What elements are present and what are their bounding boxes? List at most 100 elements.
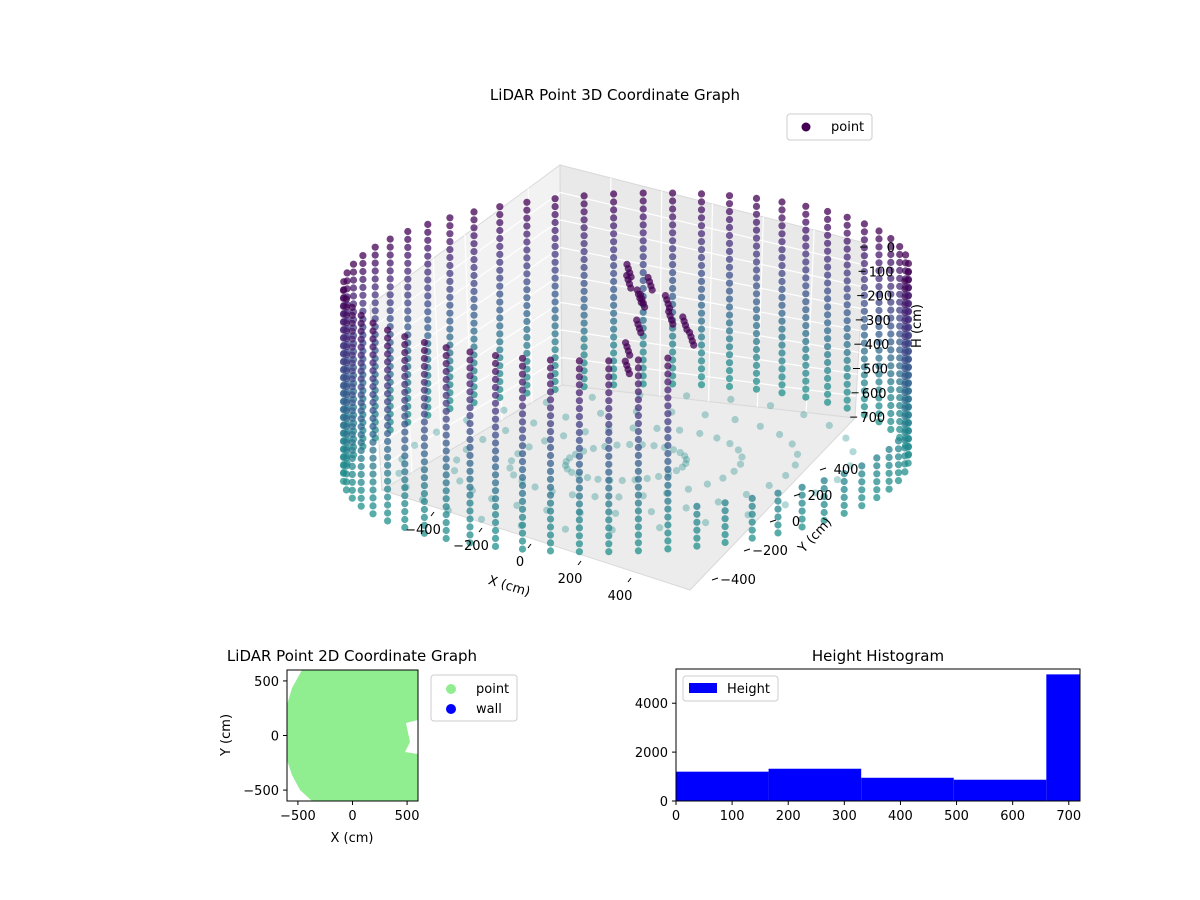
chart3d-point [342, 311, 350, 319]
chart3d-point [420, 529, 428, 537]
chart3d-point [664, 354, 672, 362]
hist-legend-label: Height [727, 682, 770, 697]
chart3d-point [697, 341, 706, 349]
chart3d-point [349, 292, 358, 300]
chart3d-point [491, 487, 500, 495]
chart3d-point [470, 303, 478, 311]
chart3d-point [446, 269, 454, 277]
chart3d-point [470, 208, 478, 216]
chart3d-point [357, 454, 365, 463]
chart3d-point [348, 351, 356, 359]
chart3d-point [466, 435, 474, 444]
chart3d-point [778, 349, 786, 357]
chart3d-point [887, 362, 895, 370]
chart3d-point [386, 243, 394, 251]
chart3d-point [693, 502, 701, 510]
chart3d-point [634, 467, 643, 475]
chart3d-point [697, 365, 706, 373]
chart3d-point [491, 383, 500, 391]
chart3d-point [639, 237, 647, 245]
chart3d-point [523, 254, 531, 262]
chart3d-point [491, 503, 500, 511]
chart3d-point [798, 523, 806, 531]
chart3d-point [446, 325, 454, 333]
chart3d-point [386, 267, 394, 275]
chart3d-ytick-mark [819, 467, 827, 471]
chart3d-point [860, 411, 869, 419]
chart3d-point [798, 507, 806, 515]
chart3d-point [875, 418, 883, 426]
chart3d-point [369, 438, 377, 446]
chart3d-point [518, 458, 527, 466]
chart3d-point [778, 333, 786, 341]
chart3d-point [725, 255, 734, 263]
hist-legend: Height [682, 675, 779, 702]
chart3d-point [605, 381, 613, 389]
chart3d-point [610, 214, 618, 222]
chart3d-point [627, 273, 635, 281]
chart3d-ytick-mark [711, 577, 719, 581]
chart3d-point [725, 200, 734, 208]
chart3d-panes [369, 164, 866, 591]
chart3d-point [802, 322, 810, 330]
chart3d-point [401, 404, 409, 412]
chart3d-point [348, 470, 356, 478]
hist-xtick-label: 300 [832, 809, 857, 824]
chart3d-point [551, 314, 559, 322]
chart3d-point [778, 325, 786, 333]
chart3d-point [446, 261, 454, 270]
chart3d-point [491, 431, 500, 439]
chart3d-point [849, 448, 857, 456]
chart3d-point [523, 341, 531, 349]
chart3d-point [725, 303, 734, 311]
chart3d-point [357, 399, 365, 407]
chart3d-point [580, 200, 588, 208]
chart3d-ticks: −400−2000200400−400−20002004000100200300… [405, 241, 895, 604]
chart3d-point [748, 494, 756, 502]
chart3d-point [752, 274, 761, 282]
chart3d-point [541, 437, 549, 445]
chart3d-point [820, 508, 828, 517]
chart3d-point [588, 393, 596, 401]
chart3d-point [357, 447, 365, 455]
chart3d-point [802, 258, 810, 266]
chart3d-ztick-label: 700 [860, 411, 885, 426]
chart3d-point [424, 252, 432, 260]
hist-xtick-label: 100 [720, 809, 745, 824]
chart3d-point [420, 497, 428, 506]
chart3d-point [664, 441, 672, 450]
chart3d-point [568, 491, 577, 499]
chart3d-point [860, 363, 869, 371]
chart3d-point [523, 286, 531, 294]
chart3d-point [625, 370, 634, 378]
chart3d-point [634, 475, 643, 483]
chart3d-point [518, 370, 527, 378]
chart3d-point [546, 388, 555, 396]
chart3d-point [634, 356, 643, 364]
chart3d-point [858, 478, 866, 486]
chart3d-point [748, 534, 756, 542]
chart3d-point [875, 354, 883, 362]
chart3d-point [491, 479, 500, 487]
chart3d-point [887, 314, 895, 322]
chart3d-point [824, 215, 832, 223]
chart3d-point [901, 372, 909, 381]
chart3d-point [894, 477, 903, 485]
chart3d-point [605, 492, 613, 500]
chart3d-point [371, 267, 379, 275]
chart3d-point [575, 397, 584, 405]
chart3d-point [778, 230, 786, 238]
chart3d-point [639, 316, 647, 324]
chart3d-point [669, 340, 677, 348]
chart3d-point [357, 375, 365, 383]
chart3d-point [605, 500, 613, 508]
legend-point-marker [446, 684, 456, 694]
chart3d-point [384, 390, 392, 398]
chart3d-point [580, 343, 588, 351]
chart3d-point [843, 229, 851, 237]
chart3d-point [575, 357, 584, 365]
chart3d-point [802, 329, 810, 338]
chart3d-point [369, 406, 377, 415]
chart3d-point [442, 510, 450, 519]
